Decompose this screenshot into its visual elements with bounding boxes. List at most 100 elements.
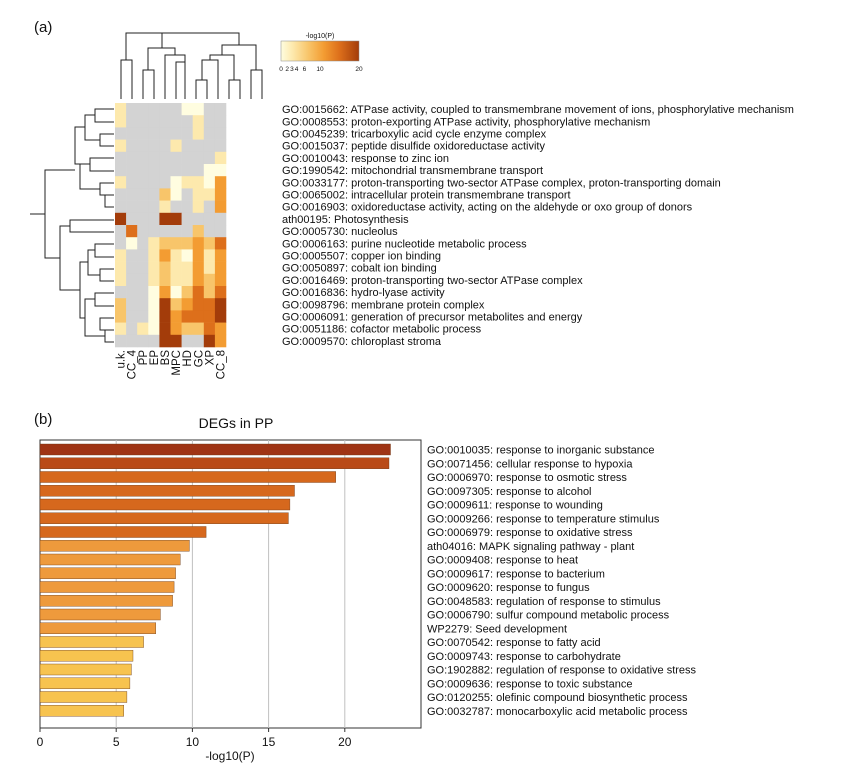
bar: [39, 540, 190, 552]
heatmap-cell: [115, 164, 127, 177]
heatmap-column-label: HD: [182, 350, 194, 367]
bar-category-label: GO:0006970: response to osmotic stress: [427, 472, 627, 484]
heatmap-row-label: GO:0016469: proton-transporting two-sect…: [282, 275, 583, 287]
bar-category-label: GO:0009636: response to toxic substance: [427, 678, 632, 690]
heatmap-cell: [148, 310, 160, 323]
bar-category-label: GO:0070542: response to fatty acid: [427, 637, 601, 649]
heatmap-cell: [203, 212, 216, 226]
bar: [39, 526, 207, 538]
heatmap-cell: [192, 273, 205, 287]
heatmap-cell: [137, 127, 149, 140]
heatmap-cell: [192, 310, 205, 323]
bar-category-label: GO:0048583: regulation of response to st…: [427, 596, 661, 608]
heatmap-cell: [115, 261, 127, 275]
panel-label-b: (b): [34, 411, 52, 428]
x-tick-label: 5: [113, 735, 120, 749]
heatmap-cell: [170, 188, 182, 201]
heatmap-cell: [115, 273, 127, 287]
heatmap-cell: [192, 176, 205, 189]
bar-category-label: GO:0010035: response to inorganic substa…: [427, 445, 654, 457]
heatmap-cell: [170, 103, 182, 116]
heatmap-cell: [148, 103, 160, 116]
heatmap-cell: [214, 261, 227, 275]
heatmap-cell: [170, 261, 182, 275]
heatmap-column-label: EP: [149, 350, 161, 366]
heatmap-cell: [192, 261, 205, 275]
heatmap-cell: [170, 298, 182, 311]
heatmap-cell: [126, 212, 138, 226]
heatmap-row-label: GO:0006091: generation of precursor meta…: [282, 312, 583, 324]
heatmap-cell: [181, 188, 193, 201]
heatmap-cell: [203, 115, 216, 128]
bar-category-label: GO:0032787: monocarboxylic acid metaboli…: [427, 706, 688, 718]
colorbar-gradient: [280, 40, 360, 62]
heatmap-cell: [203, 176, 216, 189]
heatmap-cell: [115, 310, 127, 323]
heatmap-cell: [126, 249, 138, 262]
heatmap-cell: [115, 286, 127, 299]
heatmap-cell: [115, 212, 127, 226]
heatmap-cell: [159, 334, 171, 348]
heatmap-cell: [203, 334, 216, 348]
bar-category-label: GO:0009617: response to bacterium: [427, 568, 605, 580]
bar: [39, 608, 161, 621]
heatmap-cell: [148, 176, 160, 189]
heatmap-cell: [148, 273, 160, 287]
heatmap-cell: [115, 225, 127, 238]
heatmap-row-label: GO:0065002: intracellular protein transm…: [282, 190, 571, 202]
heatmap-cell: [214, 322, 227, 336]
bar-category-label: GO:0006979: response to oxidative stress: [427, 527, 633, 539]
bar: [39, 498, 291, 511]
heatmap-cell: [192, 127, 205, 140]
bar: [39, 553, 181, 566]
heatmap-cell: [214, 200, 227, 214]
heatmap-row-label: GO:0051186: cofactor metabolic process: [282, 324, 482, 336]
heatmap-cell: [170, 176, 182, 189]
heatmap-cell: [137, 310, 149, 323]
heatmap-cell: [115, 127, 127, 140]
heatmap-column-label: u.k.: [116, 350, 128, 369]
heatmap-cells: [115, 103, 227, 348]
x-axis-ticks: 0 5 10 15 20: [37, 728, 352, 749]
heatmap-cell: [115, 151, 127, 165]
heatmap-row-label: ath00195: Photosynthesis: [282, 214, 409, 226]
x-axis-label: -log10(P): [205, 749, 254, 763]
bar: [39, 663, 132, 676]
heatmap-cell: [159, 286, 171, 299]
heatmap-cell: [181, 103, 193, 116]
heatmap-cell: [159, 127, 171, 140]
heatmap-cell: [126, 273, 138, 287]
heatmap-cell: [181, 249, 193, 262]
heatmap-cell: [159, 200, 171, 214]
heatmap-cell: [115, 298, 127, 311]
heatmap-cell: [203, 151, 216, 165]
heatmap-cell: [203, 286, 216, 299]
heatmap-cell: [137, 164, 149, 177]
heatmap-cell: [170, 115, 182, 128]
heatmap-cell: [137, 188, 149, 201]
heatmap-cell: [126, 237, 138, 250]
heatmap-cell: [137, 322, 149, 336]
heatmap-column-label: BS: [160, 350, 172, 366]
bar: [39, 443, 391, 456]
heatmap-cell: [137, 225, 149, 238]
bar: [39, 457, 390, 469]
colorbar-tick-label: 4: [295, 66, 299, 73]
heatmap-cell: [192, 237, 205, 250]
heatmap-column-label: PP: [138, 350, 150, 366]
heatmap-cell: [148, 188, 160, 201]
heatmap-cell: [192, 334, 205, 348]
heatmap-row-label: GO:0098796: membrane protein complex: [282, 299, 485, 311]
heatmap-column-label: CC_4: [127, 349, 139, 379]
bar-category-label: ath04016: MAPK signaling pathway - plant: [427, 541, 634, 553]
heatmap-cell: [181, 176, 193, 189]
heatmap-row-label: GO:0005730: nucleolus: [282, 226, 398, 238]
heatmap-cell: [181, 127, 193, 140]
heatmap-cell: [137, 151, 149, 165]
heatmap-cell: [159, 322, 171, 336]
heatmap-cell: [203, 273, 216, 287]
bar: [39, 471, 336, 483]
heatmap-cell: [148, 200, 160, 214]
heatmap-column-labels: u.k. CC_4 PP EP BS MPC HD GC XP CC_8: [116, 349, 228, 379]
